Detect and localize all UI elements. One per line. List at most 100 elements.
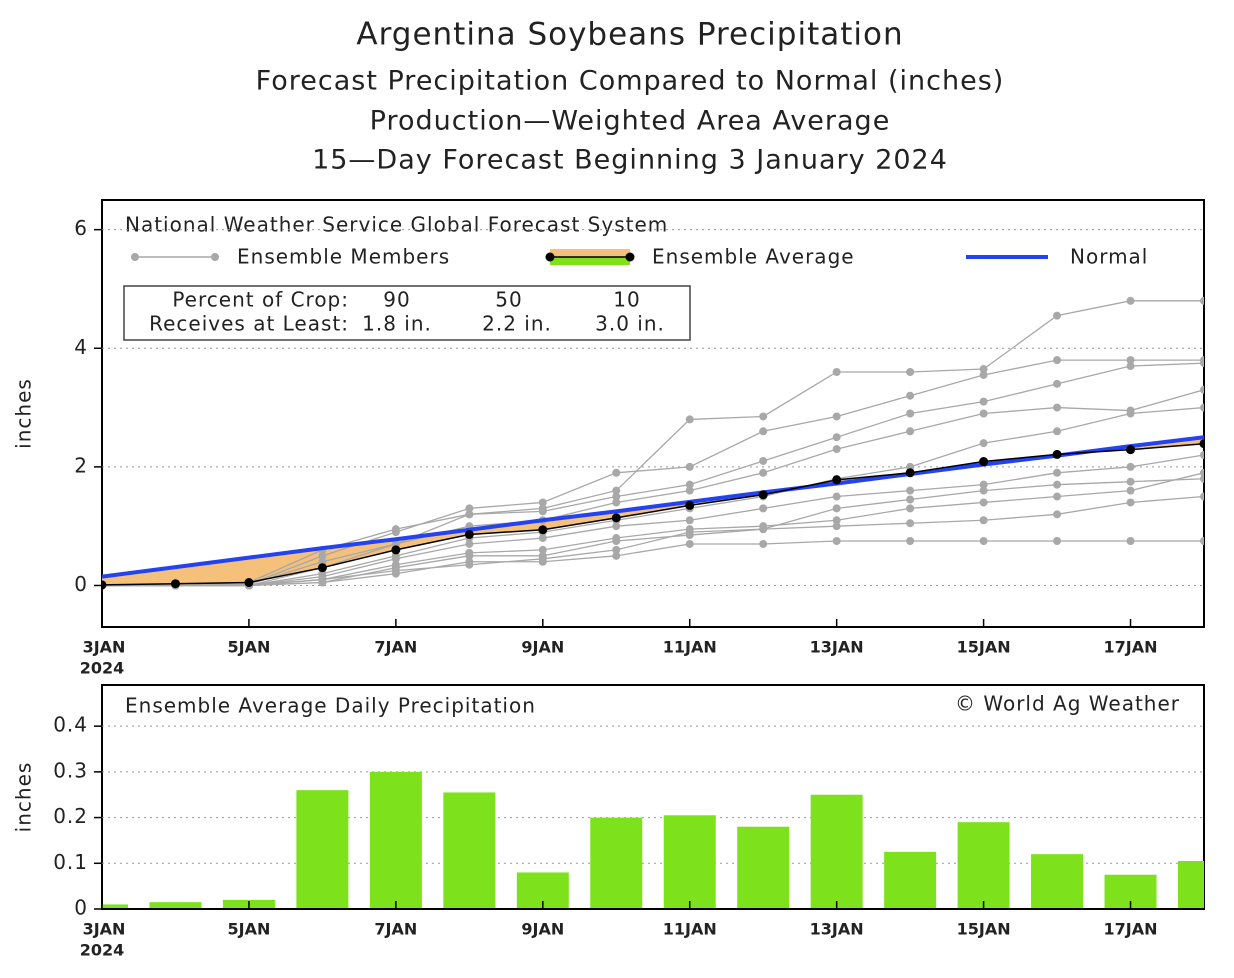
member-point — [612, 468, 621, 477]
member-point — [832, 433, 841, 442]
member-point — [538, 534, 547, 543]
member-point — [1126, 409, 1135, 418]
member-point — [832, 504, 841, 513]
member-point — [1053, 427, 1062, 436]
member-line — [102, 362, 1204, 587]
y-tick-label: 2 — [74, 453, 88, 477]
member-point — [1200, 451, 1204, 460]
average-point — [1199, 439, 1204, 449]
member-point — [1200, 492, 1204, 501]
member-point — [538, 498, 547, 507]
member-point — [979, 397, 988, 406]
plot-area — [102, 725, 1204, 909]
member-point — [685, 528, 694, 537]
member-point — [832, 516, 841, 525]
member-point — [685, 480, 694, 489]
member-line — [102, 540, 1204, 587]
average-point — [317, 563, 327, 573]
member-point — [612, 537, 621, 546]
member-line — [102, 454, 1204, 587]
bar — [149, 902, 202, 909]
x-tick-label: 7JAN — [374, 920, 417, 939]
y-tick-label: 0.1 — [53, 850, 88, 874]
crop-percent: 90 — [383, 288, 410, 312]
legend-swatch — [131, 253, 139, 261]
member-point — [759, 427, 768, 436]
legend-label: Ensemble Members — [237, 245, 450, 269]
x-year-label: 2024 — [80, 941, 125, 960]
member-point — [1053, 468, 1062, 477]
legend-label: Normal — [1070, 245, 1148, 269]
member-point — [1126, 356, 1135, 365]
member-point — [1200, 359, 1204, 368]
x-tick-label: 11JAN — [663, 920, 717, 939]
member-point — [538, 554, 547, 563]
member-point — [759, 456, 768, 465]
member-point — [979, 370, 988, 379]
member-point — [1053, 379, 1062, 388]
member-point — [1200, 468, 1204, 477]
member-point — [1053, 356, 1062, 365]
x-tick-label: 9JAN — [521, 638, 564, 657]
crop-percent: 10 — [613, 288, 640, 312]
member-point — [465, 504, 474, 513]
member-point — [832, 537, 841, 546]
subtitle: Forecast Precipitation Compared to Norma… — [256, 66, 1005, 97]
legend-swatch — [550, 249, 630, 257]
member-point — [538, 545, 547, 554]
member-point — [538, 507, 547, 516]
x-tick-label: 13JAN — [810, 920, 864, 939]
credit: © World Ag Weather — [955, 692, 1180, 716]
average-point — [979, 457, 989, 467]
member-point — [612, 545, 621, 554]
y-tick-label: 0.3 — [53, 758, 88, 782]
bar — [590, 817, 643, 909]
member-point — [391, 566, 400, 575]
y-tick-label: 4 — [74, 335, 88, 359]
average-point — [464, 529, 474, 539]
member-point — [979, 439, 988, 448]
bar — [957, 822, 1010, 909]
member-point — [906, 409, 915, 418]
member-point — [318, 575, 327, 584]
crop-table — [123, 285, 691, 341]
member-point — [1053, 311, 1062, 320]
member-point — [906, 486, 915, 495]
average-point — [244, 578, 254, 588]
member-point — [1126, 537, 1135, 546]
legend-swatch — [211, 253, 219, 261]
member-point — [1053, 403, 1062, 412]
crop-row-label: Percent of Crop: — [172, 288, 349, 312]
bar — [884, 851, 937, 909]
average-point — [611, 513, 621, 523]
average-point — [1052, 449, 1062, 459]
member-point — [391, 525, 400, 534]
member-point — [759, 539, 768, 548]
average-point — [832, 475, 842, 485]
average-line — [102, 442, 1204, 586]
x-tick-label: 5JAN — [228, 920, 271, 939]
average-point — [905, 468, 915, 478]
bar — [1031, 854, 1084, 909]
plot-area — [102, 229, 1204, 590]
y-axis-label: inches — [12, 378, 36, 449]
member-point — [612, 492, 621, 501]
member-point — [832, 492, 841, 501]
x-tick-label: 13JAN — [810, 638, 864, 657]
member-point — [685, 539, 694, 548]
member-point — [759, 504, 768, 513]
y-tick-label: 6 — [74, 216, 88, 240]
crop-amount: 3.0 in. — [595, 312, 665, 336]
member-line — [102, 389, 1204, 587]
member-point — [1126, 296, 1135, 305]
member-line — [102, 478, 1204, 587]
plot-frame — [101, 199, 1205, 628]
member-point — [832, 522, 841, 531]
member-point — [1200, 403, 1204, 412]
x-tick-label: 15JAN — [957, 920, 1011, 939]
bar — [737, 826, 790, 909]
member-point — [391, 554, 400, 563]
legend-swatch — [550, 257, 630, 265]
member-point — [832, 412, 841, 421]
member-point — [1053, 510, 1062, 519]
